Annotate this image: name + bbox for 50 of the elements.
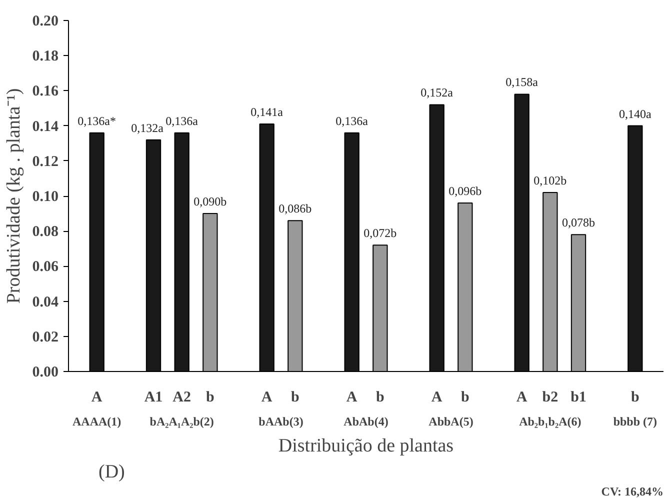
- x-tick-label: A: [516, 390, 528, 406]
- data-label: 0,140a: [619, 106, 652, 121]
- x-axis-title: Distribuição de plantas: [278, 436, 454, 456]
- data-label: 0,072b: [364, 226, 397, 240]
- text: AbAb(4): [344, 414, 388, 428]
- text: Ab₂b₁b₂A(6): [519, 414, 582, 428]
- y-tick-label: 0.20: [32, 14, 58, 30]
- y-tick-label: 0.08: [32, 224, 58, 240]
- data-label: 0,078b: [562, 216, 595, 230]
- data-label: 0,102b: [534, 173, 567, 188]
- x-tick-label: A: [431, 390, 442, 406]
- x-tick-label: A: [346, 390, 358, 406]
- data-label: 0,096b: [448, 184, 482, 198]
- x-tick-label: b: [290, 390, 300, 406]
- x-tick-label: b2: [542, 390, 558, 406]
- y-tick-label: 0.12: [32, 154, 58, 170]
- data-label: 0,136a*: [78, 114, 116, 128]
- x-tick-label: b: [206, 390, 214, 406]
- data-label: 0,141a: [250, 105, 284, 120]
- x-tick-label: A2: [172, 390, 192, 406]
- x-tick-label: b: [376, 390, 384, 406]
- text: AAAA(1): [72, 414, 122, 428]
- y-tick-label: 0.06: [32, 259, 59, 276]
- text: bAAb(3): [258, 414, 304, 428]
- y-tick-label: 0.18: [32, 48, 58, 65]
- text: bbbb (7): [613, 414, 658, 428]
- y-tick-label: 0.14: [32, 118, 59, 135]
- data-label: 0,132a: [131, 120, 164, 135]
- data-label: 0,136a: [336, 114, 369, 128]
- text: (D): [98, 462, 125, 482]
- data-label: 0,158a: [506, 75, 539, 90]
- y-tick-label: 0.04: [32, 294, 59, 310]
- text: AbbA(5): [428, 414, 474, 428]
- text: CV: 16,84%: [601, 484, 664, 498]
- data-label: 0,090b: [194, 194, 227, 209]
- y-axis-title: Produtividade (kg . planta⁻¹): [3, 88, 24, 304]
- y-tick-label: 0.02: [32, 329, 58, 346]
- x-tick-label: b: [460, 390, 470, 406]
- y-tick-label: 0.10: [32, 189, 58, 205]
- data-label: 0,136a: [166, 114, 199, 128]
- data-label: 0,086b: [278, 202, 312, 216]
- data-label: 0,152a: [420, 86, 454, 100]
- text: bA₂A₁A₂b(2): [150, 414, 214, 428]
- x-tick-label: A1: [144, 390, 163, 406]
- x-tick-label: A: [91, 390, 102, 406]
- x-tick-label: A: [261, 390, 272, 406]
- y-tick-label: 0.16: [32, 84, 59, 100]
- x-tick-label: b: [630, 390, 640, 406]
- x-tick-label: b1: [570, 390, 586, 406]
- y-tick-label: 0.00: [32, 364, 58, 380]
